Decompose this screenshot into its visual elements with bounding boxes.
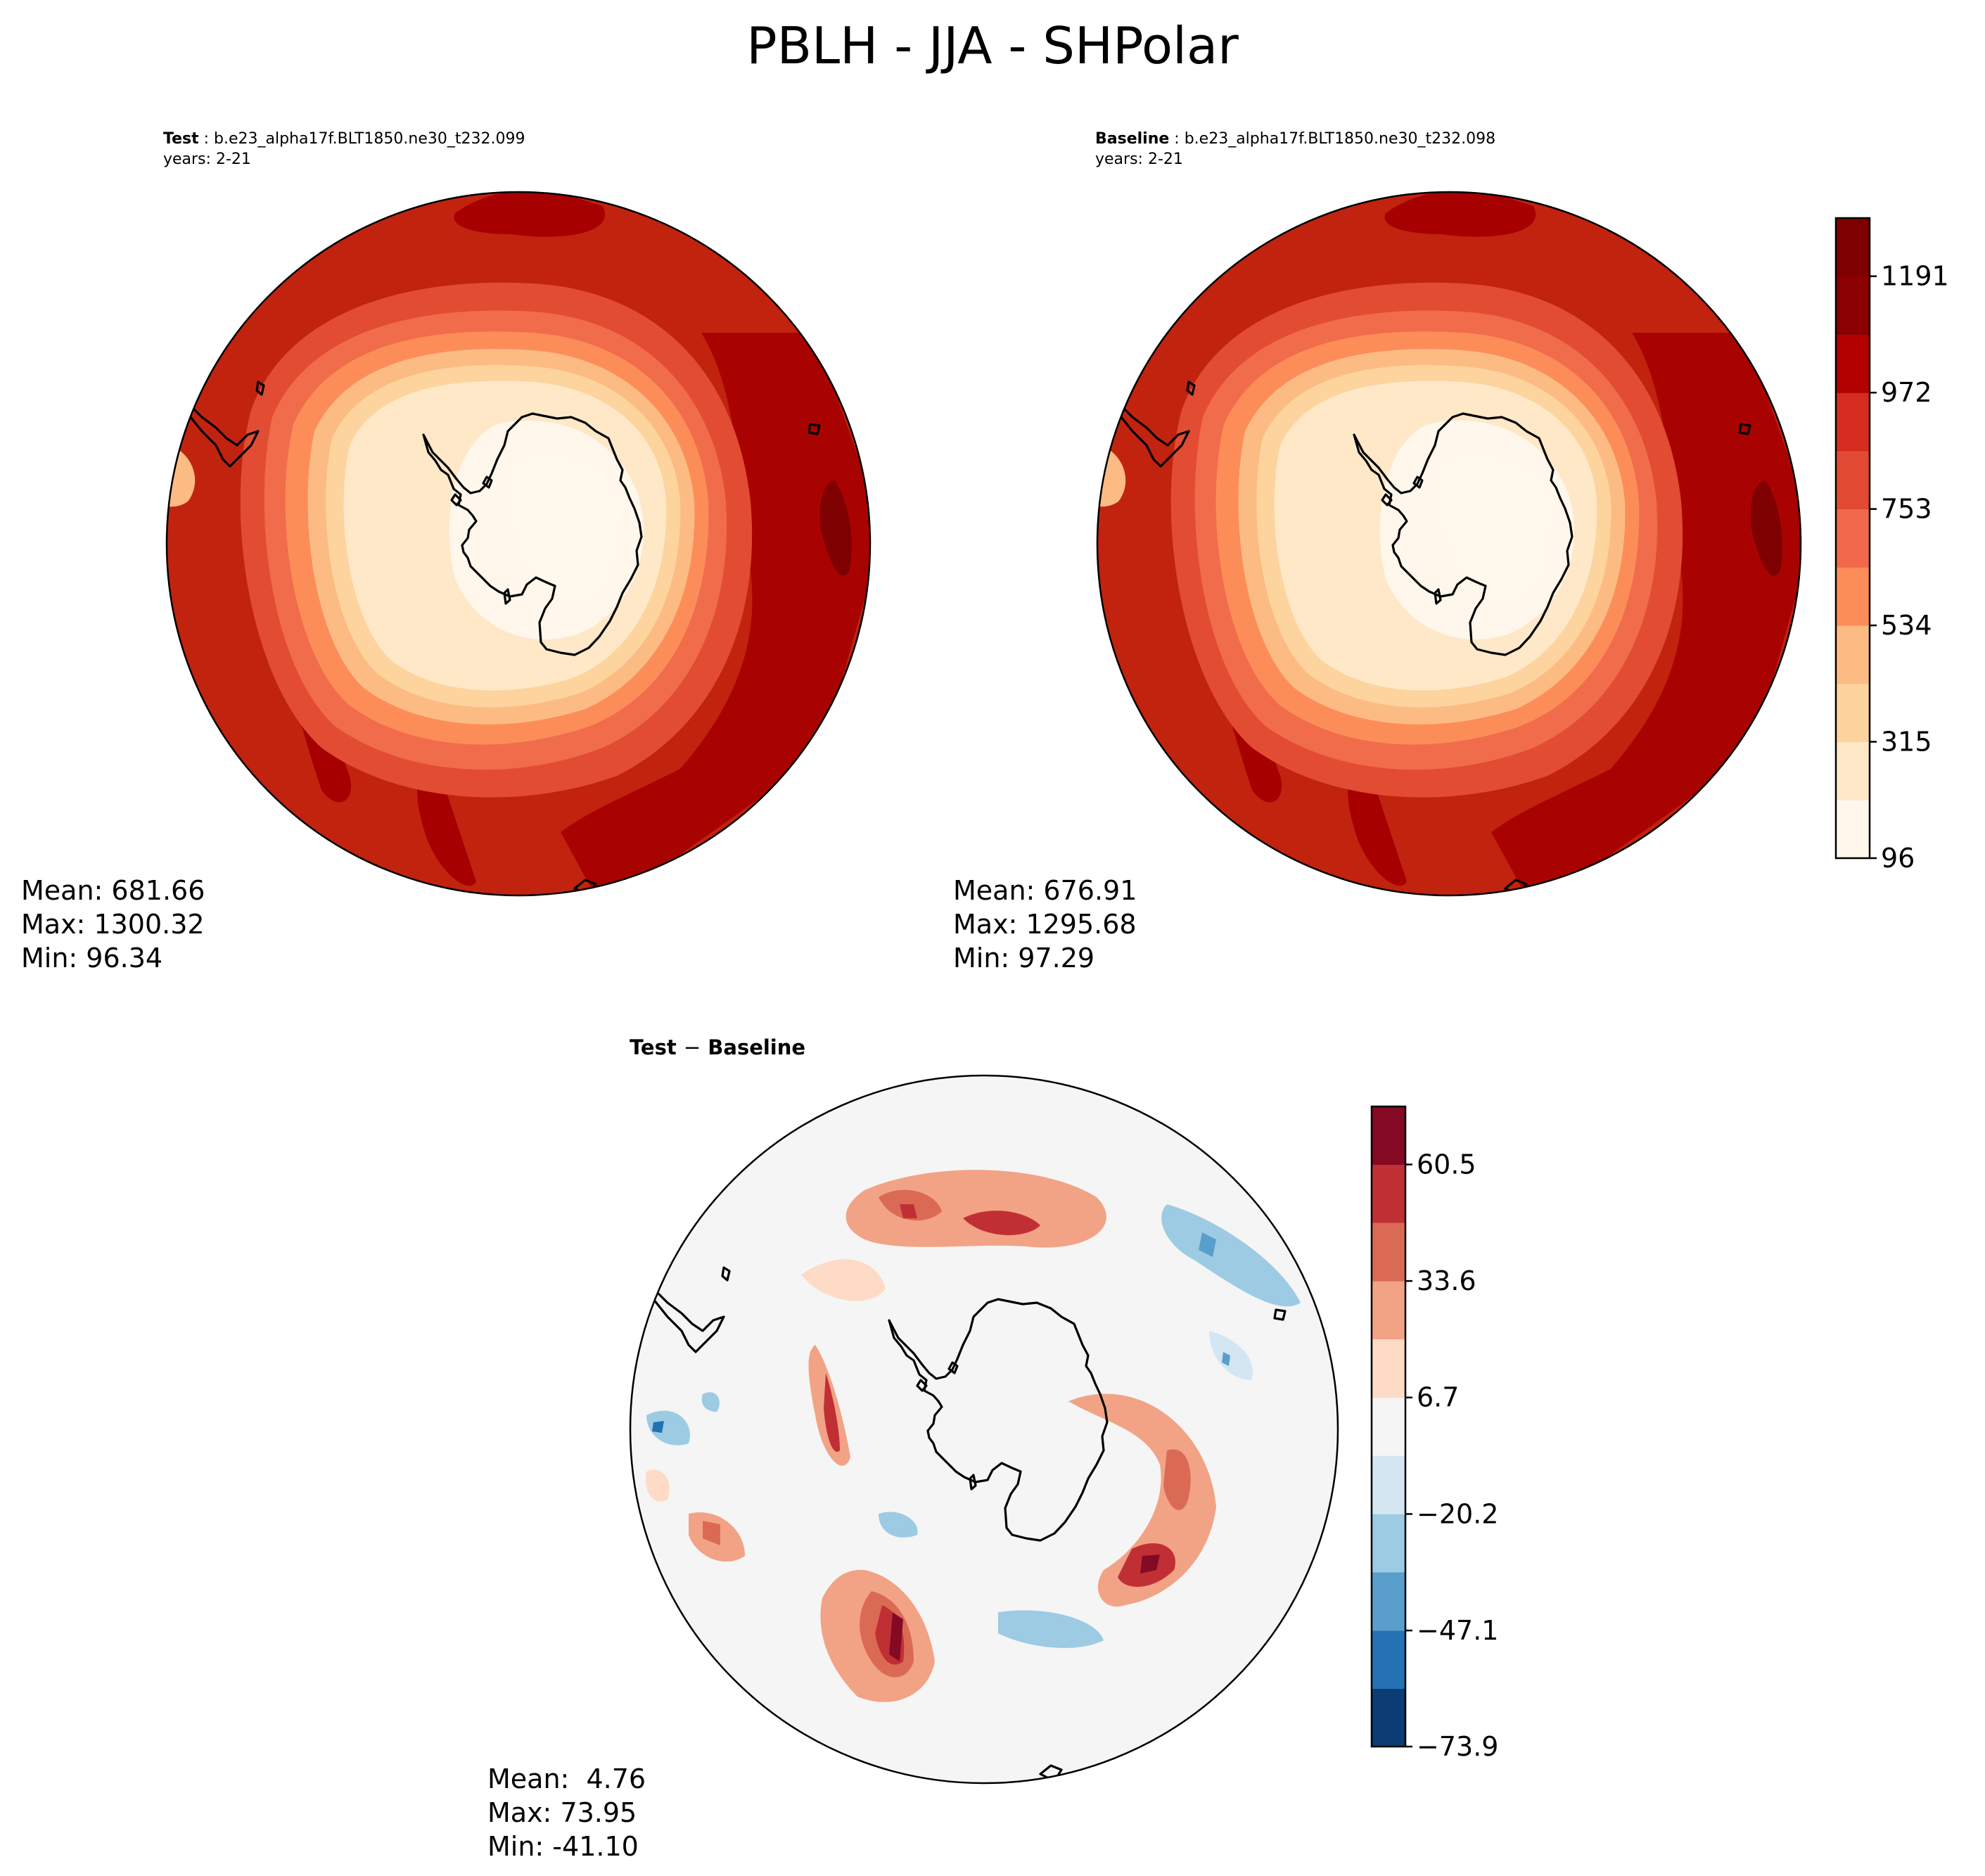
- diff-label-minus: −: [683, 1035, 701, 1059]
- baseline-map: [1096, 191, 1802, 897]
- diff-stat-mean: Mean: 4.76: [487, 1763, 646, 1794]
- pblh-colorbar-tick-label: 315: [1881, 727, 1932, 758]
- test-panel-label: Test : b.e23_alpha17f.BLT1850.ne30_t232.…: [163, 129, 525, 149]
- pblh-colorbar-tick-label: 1191: [1881, 261, 1949, 292]
- diff-colorbar-band: [1372, 1514, 1405, 1573]
- pblh-colorbar-band: [1836, 334, 1870, 393]
- diff-colorbar-band: [1372, 1223, 1405, 1282]
- diff-colorbar-tick-label: −47.1: [1417, 1615, 1498, 1646]
- figure-title: PBLH - JJA - SHPolar: [746, 16, 1239, 75]
- diff-colorbar: −73.9 −47.1 −20.2 6.7 33.6 60.5: [1370, 1105, 1498, 1762]
- test-years: years: 2-21: [163, 151, 251, 168]
- test-label-key: Test: [163, 130, 199, 148]
- diff-colorbar-band: [1372, 1571, 1405, 1631]
- baseline-stat-min: Min: 97.29: [953, 943, 1095, 974]
- pblh-colorbar-tick-label: 753: [1881, 494, 1932, 525]
- test-stat-min: Min: 96.34: [21, 943, 163, 974]
- pblh-colorbar: 96 315 534 753 972 1191: [1834, 217, 1949, 874]
- diff-map: [629, 1074, 1339, 1785]
- diff-colorbar-band: [1372, 1106, 1405, 1166]
- test-stat-max: Max: 1300.32: [21, 909, 205, 940]
- diff-panel-label: Test − Baseline: [630, 1035, 805, 1059]
- diff-stat-min: Min: -41.10: [487, 1831, 639, 1862]
- diff-stat-max: Max: 73.95: [487, 1797, 637, 1828]
- baseline-stat-max: Max: 1295.68: [953, 909, 1137, 940]
- pblh-colorbar-band: [1836, 393, 1870, 452]
- test-stats: Mean: 681.66 Max: 1300.32 Min: 96.34: [21, 874, 205, 975]
- baseline-label-colon: :: [1169, 130, 1185, 148]
- diff-colorbar-band: [1372, 1281, 1405, 1340]
- pblh-colorbar-band: [1836, 800, 1870, 859]
- diff-colorbar-band: [1372, 1339, 1405, 1398]
- baseline-label-key: Baseline: [1095, 130, 1170, 148]
- diff-colorbar-band: [1372, 1630, 1405, 1689]
- pblh-colorbar-frame: [1834, 217, 1871, 860]
- diff-colorbar-tick-label: −20.2: [1417, 1498, 1498, 1529]
- pblh-colorbar-band: [1836, 276, 1870, 335]
- baseline-years: years: 2-21: [1095, 151, 1183, 168]
- diff-label-a: Test: [630, 1035, 677, 1059]
- pblh-colorbar-band: [1836, 625, 1870, 684]
- diff-colorbar-tick-label: −73.9: [1417, 1731, 1498, 1762]
- pblh-colorbar-band: [1836, 683, 1870, 743]
- test-map: [165, 191, 872, 897]
- pblh-colorbar-band: [1836, 218, 1870, 277]
- diff-colorbar-band: [1372, 1688, 1405, 1747]
- diff-colorbar-tick-label: 6.7: [1417, 1382, 1459, 1413]
- baseline-panel-label: Baseline : b.e23_alpha17f.BLT1850.ne30_t…: [1095, 129, 1495, 149]
- pblh-colorbar-tick-label: 96: [1881, 843, 1915, 874]
- pblh-colorbar-band: [1836, 450, 1870, 510]
- diff-colorbar-band: [1372, 1455, 1405, 1514]
- test-case-name: b.e23_alpha17f.BLT1850.ne30_t232.099: [214, 130, 525, 148]
- test-stat-mean: Mean: 681.66: [21, 875, 205, 906]
- diff-colorbar-band: [1372, 1397, 1405, 1456]
- baseline-stats: Mean: 676.91 Max: 1295.68 Min: 97.29: [953, 874, 1137, 975]
- diff-colorbar-tick-label: 33.6: [1417, 1265, 1476, 1296]
- diff-stats: Mean: 4.76 Max: 73.95 Min: -41.10: [487, 1762, 646, 1863]
- pblh-colorbar-tick-label: 534: [1881, 610, 1932, 641]
- pblh-colorbar-band: [1836, 509, 1870, 568]
- pblh-colorbar-tick-label: 972: [1881, 377, 1932, 408]
- baseline-stat-mean: Mean: 676.91: [953, 875, 1137, 906]
- test-label-colon: :: [198, 130, 215, 148]
- diff-colorbar-frame: [1370, 1105, 1407, 1748]
- pblh-colorbar-band: [1836, 741, 1870, 800]
- diff-colorbar-tick-label: 60.5: [1417, 1149, 1476, 1180]
- baseline-case-name: b.e23_alpha17f.BLT1850.ne30_t232.098: [1184, 130, 1496, 148]
- diff-colorbar-band: [1372, 1164, 1405, 1223]
- diff-label-b: Baseline: [708, 1035, 806, 1059]
- pblh-colorbar-band: [1836, 567, 1870, 626]
